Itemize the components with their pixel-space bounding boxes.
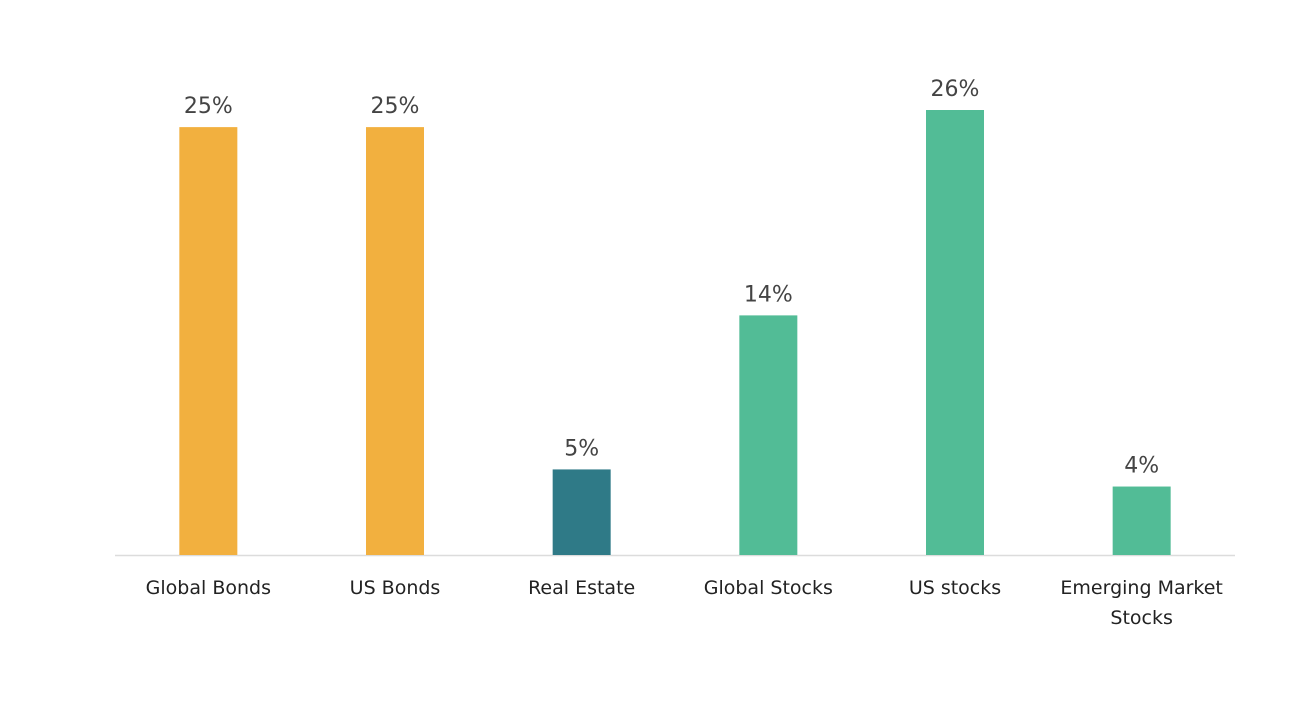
bar bbox=[366, 127, 424, 555]
bar bbox=[926, 110, 984, 555]
x-tick-label: Global Bonds bbox=[145, 577, 271, 599]
value-label: 4% bbox=[1124, 454, 1159, 479]
x-tick-label: US stocks bbox=[908, 577, 1002, 599]
x-tick-label: Real Estate bbox=[528, 577, 636, 599]
value-label: 26% bbox=[931, 77, 980, 102]
value-label: 25% bbox=[371, 94, 420, 119]
bar bbox=[1112, 486, 1171, 555]
bar bbox=[179, 127, 238, 555]
value-label: 5% bbox=[564, 436, 599, 461]
x-tick-label: US Bonds bbox=[349, 577, 441, 599]
x-tick-label: Global Stocks bbox=[703, 577, 833, 599]
bar bbox=[552, 469, 611, 555]
value-label: 25% bbox=[184, 94, 233, 119]
bar bbox=[739, 315, 798, 555]
value-label: 14% bbox=[744, 282, 793, 307]
x-tick-label: Emerging Market Stocks bbox=[1060, 577, 1223, 629]
